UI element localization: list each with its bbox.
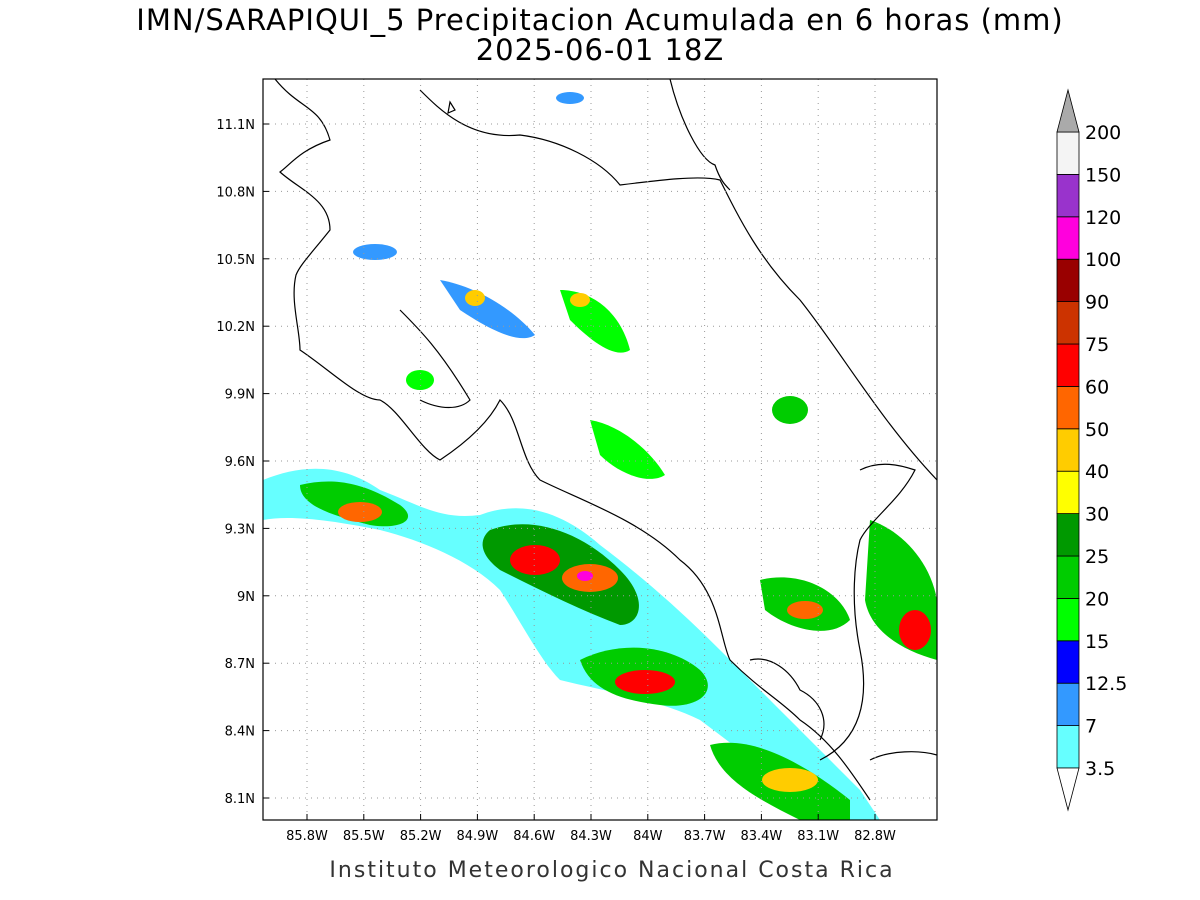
colorbar-under — [1056, 767, 1080, 812]
colorbar-segment — [1056, 555, 1080, 599]
lon-label: 84.3W — [570, 829, 612, 844]
lat-label: 8.7N — [225, 657, 255, 672]
colorbar-segment — [1056, 725, 1080, 769]
colorbar-label: 90 — [1085, 292, 1109, 314]
colorbar-segment — [1056, 428, 1080, 472]
colorbar-segment — [1056, 301, 1080, 345]
lat-label: 8.4N — [225, 725, 255, 740]
colorbar-segment — [1056, 258, 1080, 303]
lon-label: 84.6W — [513, 829, 555, 844]
colorbar-label: 15 — [1085, 631, 1109, 653]
lat-label: 9.9N — [225, 388, 255, 403]
colorbar-segment — [1056, 598, 1080, 642]
lon-label: 84W — [633, 829, 663, 844]
colorbar-over — [1056, 88, 1080, 133]
coastline — [274, 79, 937, 801]
map-frame — [262, 78, 938, 821]
colorbar-label: 150 — [1085, 164, 1121, 186]
colorbar-label: 100 — [1085, 249, 1121, 271]
lon-label: 84.9W — [456, 829, 498, 844]
colorbar-label: 3.5 — [1085, 758, 1115, 780]
colorbar-label: 30 — [1085, 504, 1109, 526]
lon-label: 85.2W — [400, 829, 442, 844]
lat-label: 9.6N — [225, 455, 255, 470]
lat-label: 10.5N — [216, 253, 255, 268]
colorbar-segment — [1056, 385, 1080, 430]
colorbar-segment — [1056, 216, 1080, 260]
footer: Instituto Meteorologico Nacional Costa R… — [329, 858, 894, 883]
colorbar-label: 7 — [1085, 716, 1097, 738]
colorbar-label: 25 — [1085, 546, 1109, 568]
colorbar-label: 75 — [1085, 334, 1109, 356]
lon-label: 82.8W — [854, 829, 896, 844]
colorbar-label: 50 — [1085, 419, 1109, 441]
plot-area — [263, 79, 937, 820]
colorbar-label: 12.5 — [1085, 673, 1127, 695]
lon-label: 85.8W — [286, 829, 328, 844]
colorbar-segment — [1056, 470, 1080, 515]
map-title: IMN/SARAPIQUI_5 Precipitacion Acumulada … — [136, 3, 1063, 37]
lat-label: 10.2N — [216, 320, 255, 335]
lat-label: 8.1N — [225, 792, 255, 807]
lat-label: 9.3N — [225, 522, 255, 537]
lon-label: 83.1W — [797, 829, 839, 844]
colorbar-segment — [1056, 513, 1080, 557]
map-subtitle: 2025-06-01 18Z — [476, 33, 725, 67]
colorbar-label: 40 — [1085, 461, 1109, 483]
lat-label: 11.1N — [216, 118, 255, 133]
lon-label: 85.5W — [343, 829, 385, 844]
lat-label: 9N — [237, 590, 255, 605]
lon-label: 83.4W — [740, 829, 782, 844]
lon-label: 83.7W — [684, 829, 726, 844]
colorbar-segment — [1056, 173, 1080, 218]
colorbar-label: 60 — [1085, 376, 1109, 398]
colorbar-label: 20 — [1085, 588, 1109, 610]
colorbar-segment — [1056, 682, 1080, 727]
colorbar-segment — [1056, 640, 1080, 684]
precipitation-field — [263, 92, 937, 820]
colorbar-label: 120 — [1085, 207, 1121, 229]
colorbar-segment — [1056, 131, 1080, 175]
colorbar-label: 200 — [1085, 122, 1121, 144]
colorbar-segment — [1056, 343, 1080, 387]
lat-label: 10.8N — [216, 185, 255, 200]
